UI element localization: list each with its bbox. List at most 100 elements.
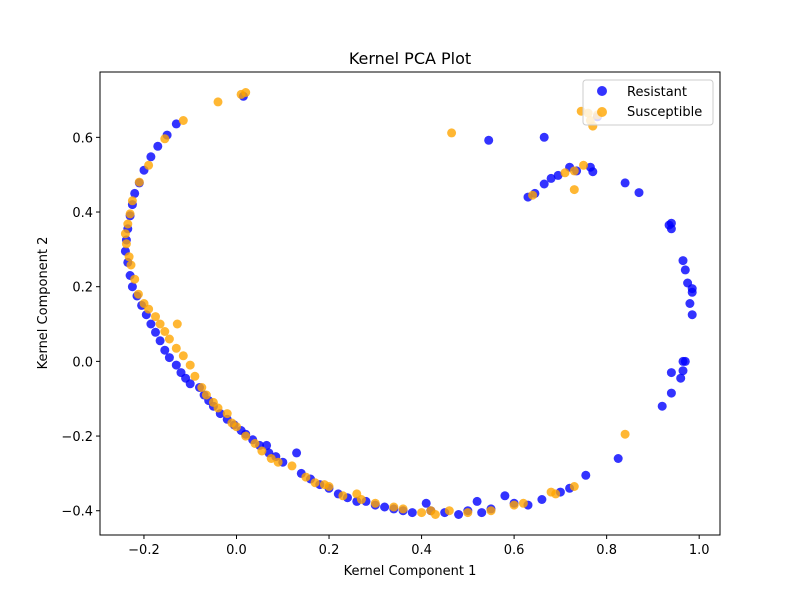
data-point-resistant (546, 173, 556, 183)
y-axis-title: Kernel Component 2 (36, 237, 51, 370)
data-point-resistant (537, 495, 547, 504)
data-point-susceptible (528, 190, 538, 200)
data-point-resistant (153, 141, 163, 151)
data-point-susceptible (273, 457, 283, 467)
plot-area-frame (99, 71, 721, 536)
data-point-susceptible (160, 327, 170, 336)
data-point-susceptible (155, 319, 165, 329)
data-point-resistant (680, 356, 690, 366)
data-point-susceptible (185, 360, 195, 370)
data-point-resistant (185, 379, 195, 389)
legend: Resistant Susceptible (582, 79, 714, 126)
data-point-susceptible (324, 482, 334, 491)
data-point-resistant (680, 265, 690, 275)
data-point-susceptible (120, 229, 130, 239)
data-point-resistant (146, 319, 156, 329)
data-point-susceptible (560, 168, 570, 178)
data-point-susceptible (197, 383, 207, 392)
data-point-susceptible (130, 274, 140, 284)
x-tick-label: 0.8 (596, 543, 617, 558)
data-point-susceptible (178, 351, 188, 361)
data-point-resistant (146, 152, 156, 162)
data-point-susceptible (232, 422, 241, 432)
data-point-resistant (380, 502, 390, 512)
chart-title: Kernel PCA Plot (349, 49, 471, 68)
data-point-susceptible (579, 160, 588, 170)
data-point-resistant (292, 448, 302, 458)
data-point-susceptible (551, 489, 561, 499)
data-point-susceptible (164, 334, 174, 344)
data-point-susceptible (569, 166, 579, 176)
data-point-resistant (585, 162, 595, 172)
data-point-resistant (613, 454, 623, 463)
data-point-susceptible (241, 88, 251, 97)
data-point-resistant (155, 336, 165, 346)
data-point-resistant (539, 179, 549, 189)
data-point-susceptible (133, 289, 143, 299)
data-point-susceptible (134, 177, 144, 187)
data-point-resistant (477, 508, 487, 518)
y-tick-label: −0.4 (61, 505, 93, 520)
data-point-susceptible (266, 454, 276, 463)
legend-marker-susceptible (597, 107, 607, 117)
data-point-resistant (678, 366, 688, 376)
y-tick-label: 0.2 (72, 281, 93, 296)
data-point-resistant (685, 299, 695, 308)
data-point-susceptible (124, 252, 134, 262)
x-tick-label: 1.0 (689, 543, 710, 558)
data-point-susceptible (518, 498, 528, 508)
data-point-susceptible (250, 439, 260, 448)
data-point-resistant (683, 278, 693, 288)
data-point-susceptible (301, 472, 311, 482)
data-point-resistant (407, 508, 417, 518)
points-layer (120, 88, 697, 519)
data-point-susceptible (370, 498, 380, 508)
data-point-susceptible (126, 260, 136, 270)
legend-label-resistant: Resistant (627, 85, 687, 100)
data-point-resistant (553, 170, 563, 180)
data-point-resistant (454, 510, 464, 519)
y-tick-label: 0.4 (72, 206, 93, 221)
data-point-susceptible (144, 304, 154, 314)
data-point-susceptible (389, 502, 399, 512)
data-point-susceptible (241, 431, 251, 441)
data-point-susceptible (417, 508, 427, 518)
data-point-susceptible (190, 371, 200, 381)
legend-marker-resistant (597, 86, 607, 96)
data-point-susceptible (151, 312, 160, 322)
data-point-susceptible (338, 491, 348, 501)
data-point-susceptible (213, 97, 223, 107)
x-axis: −0.2 0.0 0.2 0.4 0.6 0.8 1.0 (128, 535, 710, 558)
data-point-resistant (171, 360, 181, 370)
y-tick-label: 0.0 (72, 355, 93, 370)
data-point-susceptible (569, 482, 579, 491)
data-point-resistant (676, 373, 686, 383)
data-point-susceptible (356, 495, 366, 504)
data-point-resistant (666, 388, 676, 398)
y-tick-label: −0.2 (61, 430, 93, 445)
data-point-susceptible (160, 134, 170, 144)
data-point-susceptible (201, 390, 211, 400)
data-point-susceptible (222, 409, 232, 419)
x-tick-label: 0.2 (319, 543, 340, 558)
data-point-resistant (539, 132, 549, 142)
data-point-resistant (666, 368, 676, 378)
data-point-susceptible (127, 196, 137, 206)
data-point-resistant (678, 256, 688, 266)
data-point-susceptible (310, 478, 320, 488)
data-point-resistant (657, 401, 667, 411)
data-point-resistant (151, 327, 160, 337)
data-point-resistant (687, 310, 697, 320)
data-point-susceptible (509, 500, 519, 510)
data-point-susceptible (123, 219, 133, 229)
data-point-susceptible (569, 185, 579, 195)
data-point-susceptible (447, 128, 457, 138)
legend-label-susceptible: Susceptible (627, 105, 702, 120)
data-point-susceptible (463, 508, 473, 518)
data-point-susceptible (486, 506, 496, 516)
data-point-resistant (666, 218, 676, 228)
y-axis: −0.4 −0.2 0.0 0.2 0.4 0.6 (61, 131, 100, 520)
data-point-resistant (472, 496, 482, 506)
legend-box (582, 79, 714, 126)
data-point-susceptible (398, 504, 408, 514)
